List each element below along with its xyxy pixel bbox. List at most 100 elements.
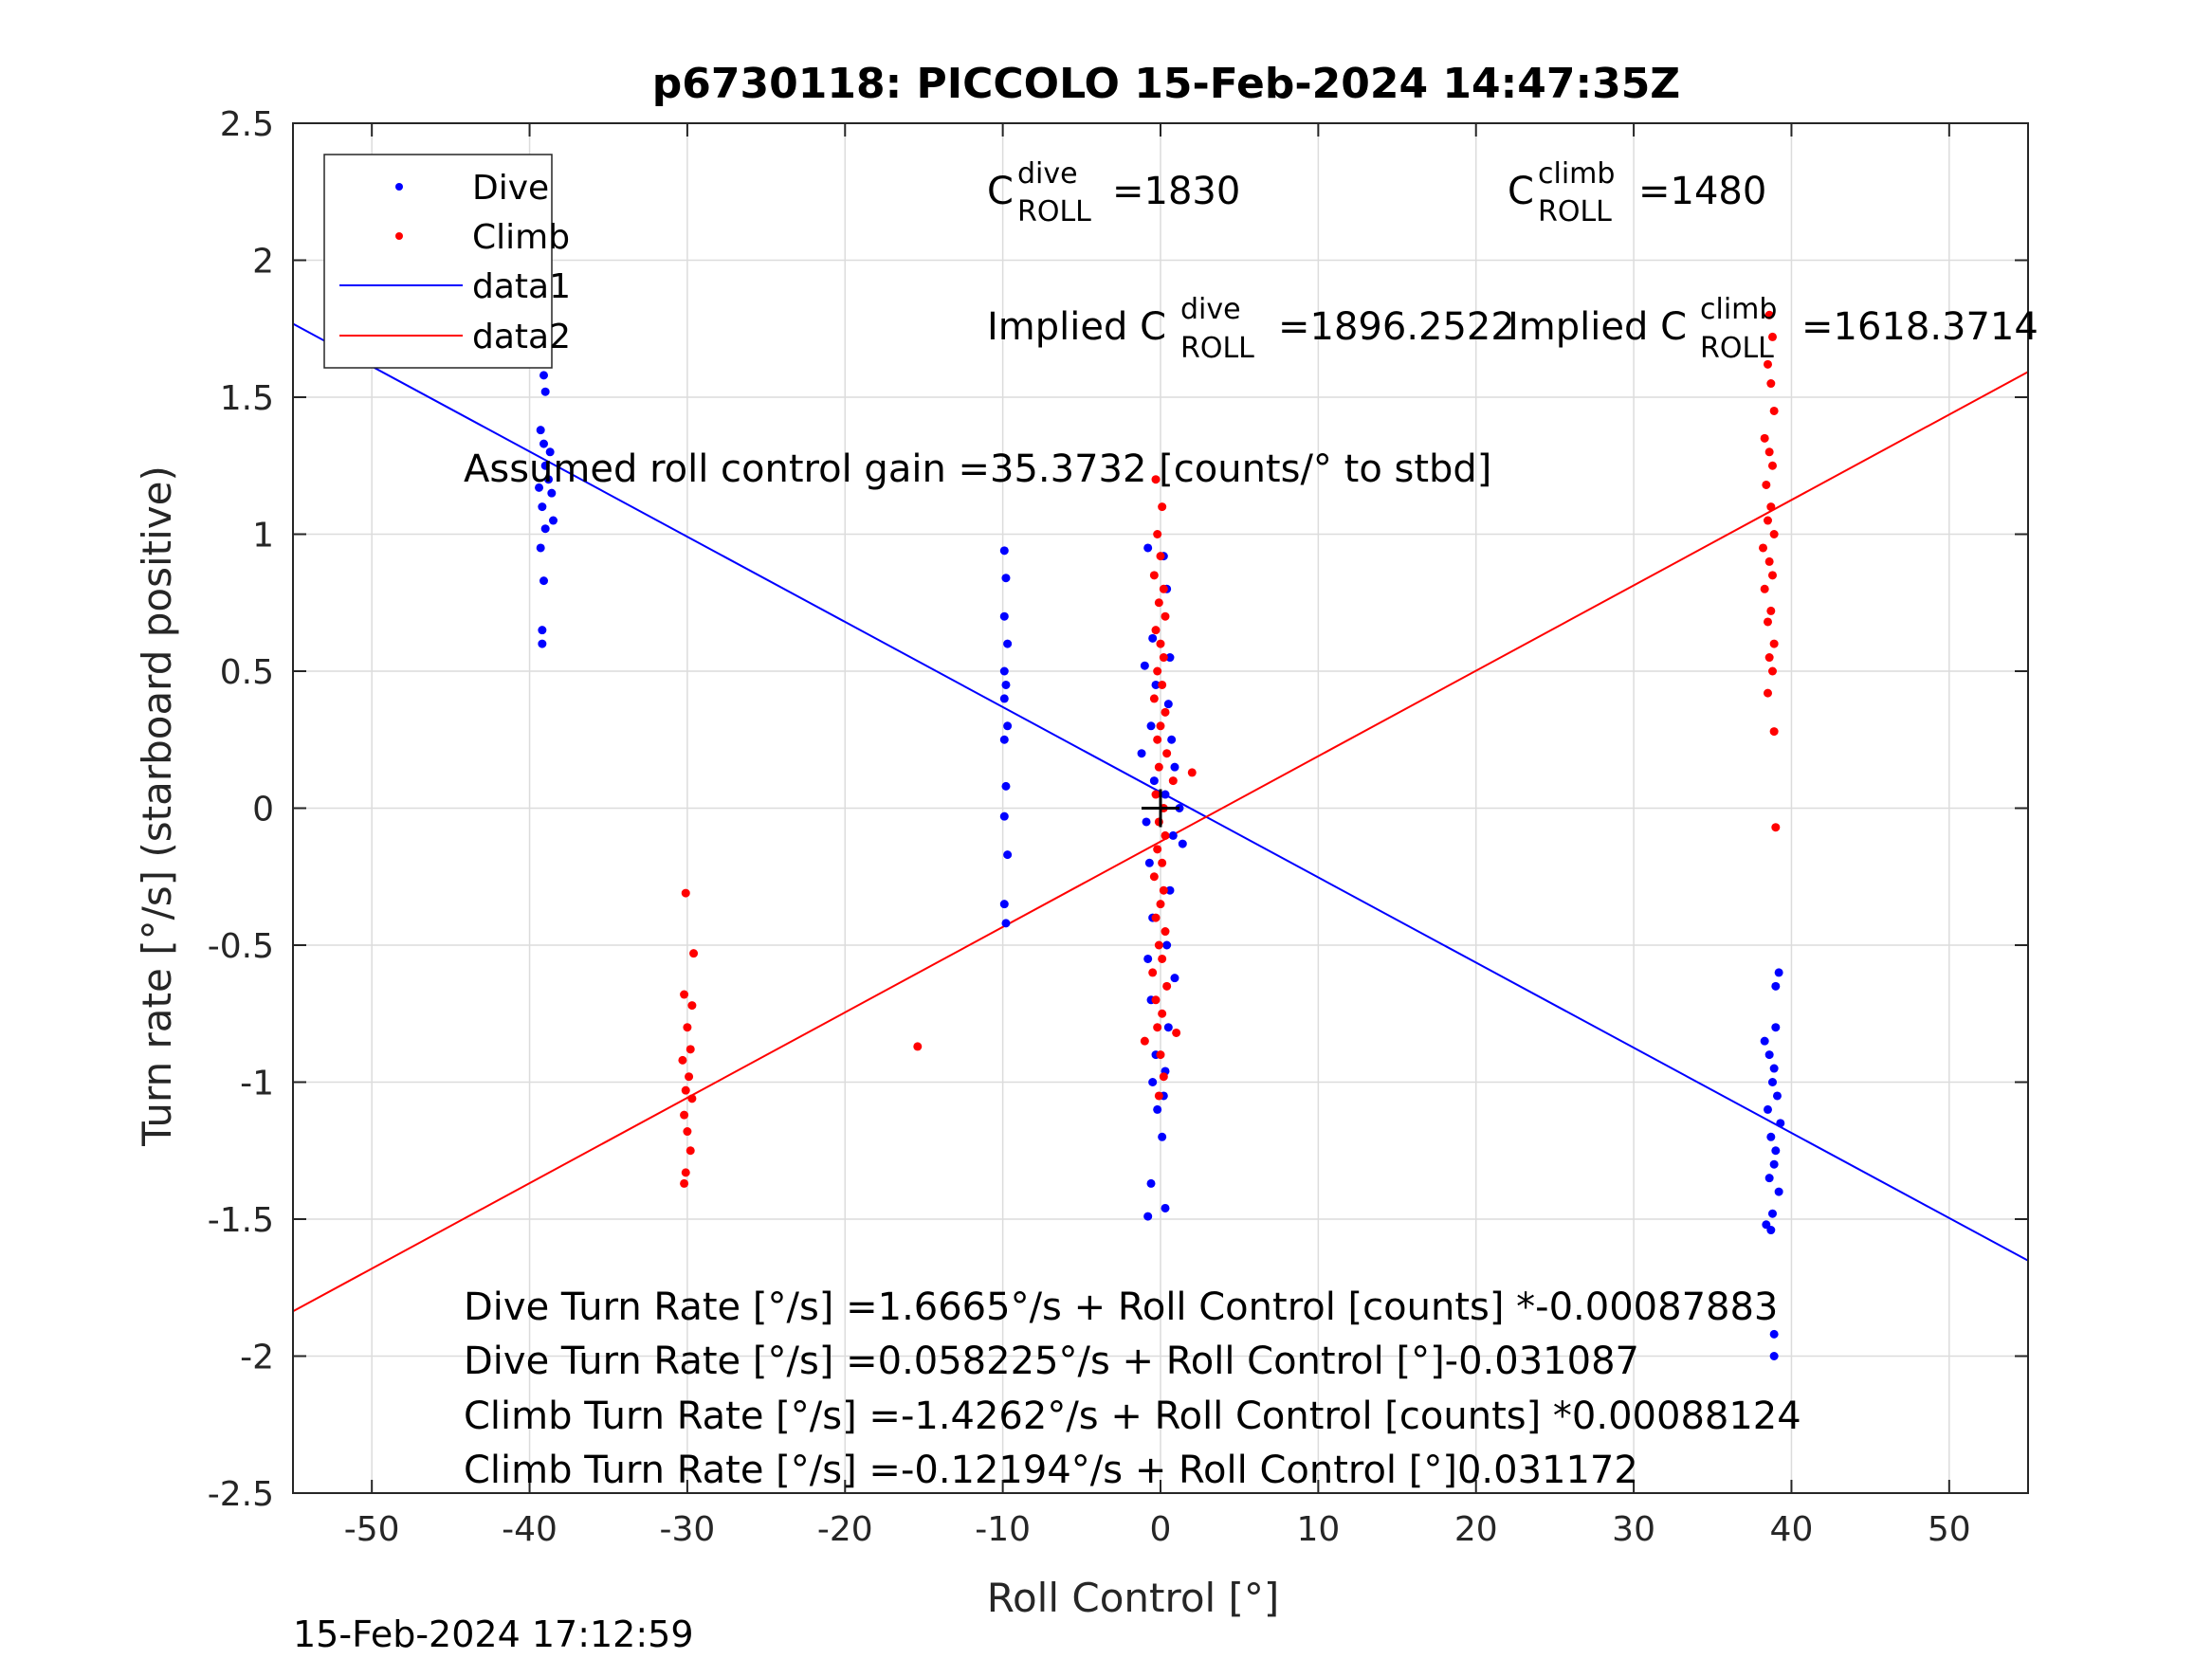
- dive-point: [545, 447, 555, 457]
- climb-point: [1161, 707, 1170, 717]
- dive-point: [1163, 700, 1173, 709]
- y-tick-label: -0.5: [208, 927, 274, 966]
- y-axis-label: Turn rate [°/s] (starboard positive): [134, 465, 180, 1147]
- dive-point: [535, 483, 544, 492]
- roll-gain-annotation: Assumed roll control gain =35.3732 [coun…: [464, 447, 1491, 491]
- y-tick-label: -1: [240, 1065, 274, 1103]
- climb-point: [1161, 830, 1170, 840]
- dive-point: [1161, 1203, 1170, 1212]
- climb-point: [1153, 530, 1162, 538]
- dive-point: [1146, 1178, 1156, 1188]
- climb-point: [1159, 584, 1168, 593]
- climb-point: [686, 1045, 695, 1054]
- c-roll-climb-annotation: C climb ROLL =1480: [1508, 157, 1766, 228]
- dive-point: [1771, 1023, 1781, 1032]
- climb-point: [1762, 480, 1771, 489]
- climb-point: [1162, 981, 1172, 991]
- svg-text:Implied C: Implied C: [1508, 305, 1687, 349]
- climb-point: [1769, 639, 1779, 648]
- svg-text:ROLL: ROLL: [1700, 332, 1774, 365]
- climb-point: [1149, 872, 1159, 882]
- dive-point: [1760, 1036, 1769, 1046]
- climb-point: [1149, 694, 1159, 703]
- climb-point: [1153, 735, 1162, 744]
- climb-point: [1158, 502, 1167, 512]
- climb-point: [1766, 502, 1776, 512]
- dive-point: [549, 516, 558, 525]
- dive-point: [999, 900, 1009, 909]
- svg-text:dive: dive: [1180, 293, 1241, 326]
- dive-point: [1148, 633, 1158, 643]
- climb-point: [1158, 1009, 1167, 1018]
- dive-point: [1769, 1064, 1779, 1073]
- dive-point: [999, 666, 1009, 676]
- svg-text:climb: climb: [1538, 157, 1615, 191]
- dive-point: [1003, 639, 1013, 648]
- climb-point: [1764, 310, 1774, 319]
- x-axis-label: Roll Control [°]: [987, 1575, 1280, 1621]
- climb-point: [1154, 598, 1163, 608]
- dive-point: [1165, 653, 1175, 663]
- y-tick-label: 0: [252, 791, 274, 830]
- climb-point: [1764, 447, 1774, 457]
- dive-point: [547, 488, 557, 498]
- climb-point: [680, 990, 689, 999]
- climb-point: [1153, 1023, 1162, 1032]
- climb-point: [1158, 858, 1167, 867]
- series-climb: [678, 310, 1781, 1188]
- dive-point: [1170, 974, 1179, 983]
- climb-point: [1151, 790, 1161, 799]
- climb-point: [1764, 617, 1772, 627]
- svg-text:C: C: [1508, 170, 1534, 213]
- c-roll-dive-annotation: C dive ROLL =1830: [987, 157, 1240, 228]
- dive-point: [1167, 735, 1177, 744]
- climb-point: [1162, 749, 1172, 758]
- climb-point: [1766, 606, 1776, 615]
- climb-point: [1159, 1072, 1168, 1082]
- dive-point: [999, 546, 1009, 556]
- dive-point: [1162, 940, 1172, 950]
- legend-data1-label: data1: [472, 267, 571, 306]
- dive-point: [1153, 1104, 1162, 1114]
- dive-point: [1178, 839, 1187, 848]
- dive-point: [1161, 790, 1170, 799]
- climb-point: [1769, 727, 1779, 737]
- data-points: [535, 310, 1785, 1360]
- dive-point: [1769, 1352, 1779, 1360]
- climb-point: [686, 1146, 695, 1156]
- series-dive: [535, 324, 1785, 1360]
- dive-point: [1140, 661, 1149, 670]
- dive-point: [540, 524, 550, 534]
- x-axis-ticks: -50 -40 -30 -20 -10 0 10 20 30 40 50: [344, 123, 1971, 1549]
- climb-point: [678, 1055, 687, 1065]
- climb-point: [681, 1168, 690, 1177]
- implied-c-roll-climb-annotation: Implied C climb ROLL =1618.3714: [1508, 293, 2038, 365]
- climb-point: [1156, 900, 1165, 909]
- legend-dive-label: Dive: [472, 169, 549, 208]
- climb-point: [680, 1178, 689, 1188]
- dive-point: [1771, 1146, 1781, 1156]
- climb-point: [1158, 954, 1167, 963]
- climb-point: [1172, 1028, 1181, 1037]
- climb-equation-counts: Climb Turn Rate [°/s] =-1.4262°/s + Roll…: [464, 1395, 1801, 1438]
- legend-dive-marker: [395, 183, 403, 191]
- climb-point: [1764, 688, 1772, 698]
- y-tick-label: 2.5: [220, 105, 274, 144]
- climb-point: [1764, 556, 1774, 566]
- climb-point: [1151, 995, 1161, 1005]
- center-crosshair-marker: [1142, 789, 1179, 828]
- x-tick-label: 0: [1150, 1510, 1172, 1549]
- climb-point: [1759, 543, 1768, 553]
- dive-point: [1170, 762, 1179, 772]
- x-tick-label: -50: [344, 1510, 400, 1549]
- dive-point: [1149, 776, 1159, 786]
- dive-point: [536, 426, 545, 435]
- dive-point: [1767, 1078, 1777, 1086]
- x-tick-label: 20: [1454, 1510, 1498, 1549]
- climb-point: [1140, 1036, 1149, 1046]
- dive-point: [544, 475, 554, 484]
- dive-point: [1146, 721, 1156, 731]
- climb-point: [1151, 475, 1161, 484]
- dive-point: [1766, 1132, 1776, 1141]
